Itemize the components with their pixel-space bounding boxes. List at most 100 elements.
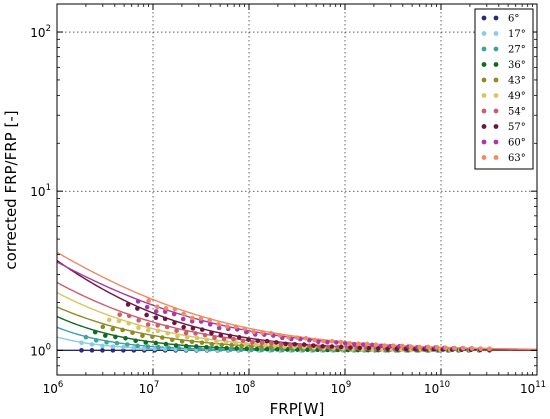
data-point: [207, 346, 213, 352]
data-point: [156, 344, 161, 350]
data-point: [183, 343, 189, 349]
data-point: [83, 334, 89, 340]
data-point: [204, 337, 210, 343]
data-point: [140, 333, 145, 339]
legend-marker: [481, 108, 487, 114]
data-point: [338, 344, 344, 350]
data-point: [307, 343, 312, 349]
plot-frame: [56, 3, 538, 376]
data-point: [452, 345, 457, 351]
data-point: [295, 347, 300, 352]
data-point: [334, 340, 339, 345]
legend-marker: [481, 124, 487, 129]
data-points: [79, 298, 492, 353]
data-point: [231, 336, 236, 342]
data-point: [219, 342, 225, 348]
data-point: [124, 342, 130, 347]
data-point: [233, 340, 239, 346]
y-tick-label: 102: [30, 24, 51, 40]
data-point: [180, 316, 186, 322]
legend-marker: [481, 46, 487, 52]
data-point: [236, 335, 242, 340]
data-point: [249, 347, 254, 353]
data-point: [79, 340, 84, 346]
data-point: [316, 344, 322, 349]
legend-marker: [481, 77, 487, 83]
data-point: [155, 304, 160, 310]
data-point: [202, 332, 208, 338]
data-point: [259, 330, 265, 336]
data-point: [169, 337, 175, 343]
data-point: [190, 315, 195, 321]
data-point: [357, 345, 363, 351]
data-point: [262, 342, 268, 348]
data-point: [100, 324, 106, 330]
data-point: [274, 340, 279, 345]
data-point: [228, 347, 234, 352]
data-point: [259, 340, 265, 345]
legend-label: 43°: [508, 76, 526, 87]
legend-marker: [493, 93, 499, 98]
legend: 6° 17° 27° 36° 43° 49° 54° 57° 60° 63°: [474, 8, 534, 170]
data-point: [174, 328, 179, 334]
data-point: [135, 306, 140, 311]
data-point: [181, 324, 186, 330]
data-point: [166, 345, 171, 351]
data-point: [338, 339, 344, 345]
tick-labels: 106 107 108 109 1010 1011 100 101 102: [30, 24, 546, 396]
data-point: [221, 336, 227, 342]
data-point: [325, 339, 330, 345]
data-point: [277, 333, 283, 338]
data-point: [229, 342, 234, 348]
data-point: [163, 341, 169, 347]
data-point: [352, 342, 357, 347]
data-point: [212, 335, 217, 341]
data-point: [198, 316, 204, 321]
legend-marker: [481, 155, 487, 160]
data-point: [144, 312, 149, 318]
data-point: [89, 348, 95, 353]
data-point: [163, 306, 169, 311]
data-point: [121, 348, 126, 353]
data-point: [131, 345, 137, 351]
legend-marker: [493, 62, 499, 67]
legend-marker: [481, 15, 487, 21]
data-point: [224, 324, 230, 329]
data-point: [343, 341, 348, 346]
data-point: [173, 343, 179, 348]
legend-label: 6°: [508, 14, 519, 25]
legend-label: 54°: [508, 107, 526, 118]
data-point: [120, 327, 125, 333]
data-point: [103, 333, 108, 338]
data-point: [189, 339, 195, 345]
data-point: [227, 333, 233, 339]
data-point: [478, 346, 484, 351]
legend-marker: [493, 46, 499, 52]
data-point: [264, 346, 270, 352]
data-point: [145, 327, 151, 333]
data-point: [141, 346, 147, 351]
data-point: [305, 347, 310, 353]
data-point: [443, 345, 449, 351]
data-point: [286, 335, 291, 340]
data-point: [176, 346, 182, 351]
data-point: [181, 311, 186, 317]
data-point: [238, 347, 244, 353]
data-point: [344, 345, 350, 350]
legend-label: 36°: [508, 60, 526, 71]
data-point: [218, 347, 223, 352]
data-point: [244, 346, 250, 352]
data-point: [113, 334, 118, 340]
legend-marker: [481, 139, 487, 145]
data-point: [133, 338, 138, 344]
data-point: [162, 346, 168, 352]
data-point: [224, 345, 229, 351]
y-axis-label: corrected FRP/FRP [-]: [2, 110, 20, 269]
data-point: [146, 298, 151, 304]
data-point: [326, 344, 331, 350]
data-point: [373, 342, 379, 348]
data-point: [144, 304, 150, 310]
data-point: [155, 328, 161, 334]
x-tick-label: 107: [139, 380, 160, 396]
